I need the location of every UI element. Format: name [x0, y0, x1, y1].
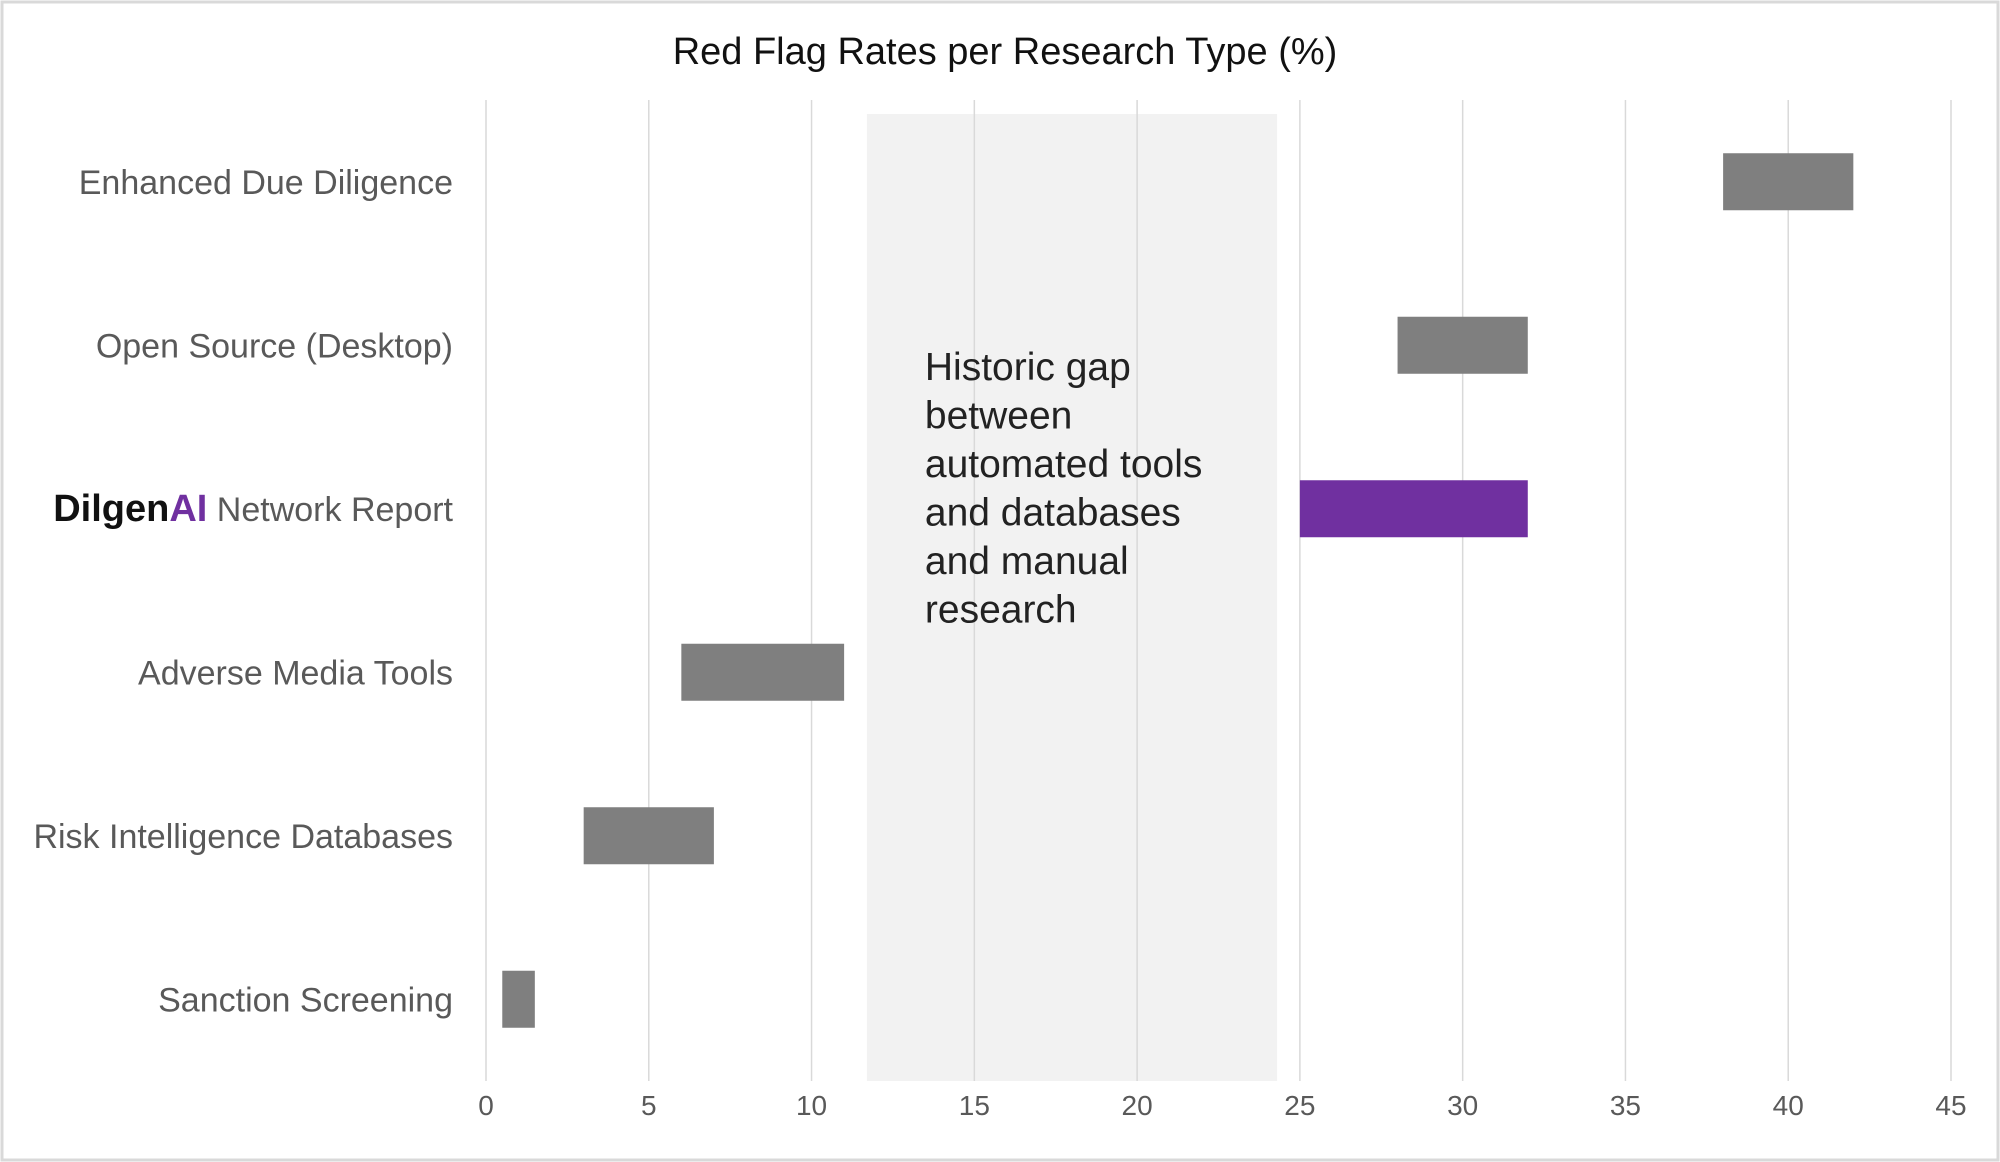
bar [1299, 480, 1528, 538]
category-label: Sanction Screening [158, 981, 453, 1019]
brand-logo-text: Dilgen [53, 488, 169, 530]
x-tick-labels: 0 5 10 15 20 25 30 35 40 45 [478, 1090, 1966, 1121]
bar [1723, 153, 1854, 211]
annotation-line: research [925, 589, 1077, 632]
category-label: Open Source (Desktop) [96, 327, 453, 365]
x-tick-label: 5 [641, 1090, 657, 1121]
x-tick-label: 35 [1610, 1090, 1641, 1121]
annotation-line: between [925, 395, 1072, 438]
chart-title: Red Flag Rates per Research Type (%) [673, 31, 1338, 73]
annotation-line: Historic gap [925, 346, 1131, 389]
bar [583, 807, 714, 865]
x-tick-label: 30 [1447, 1090, 1478, 1121]
annotation-line: and databases [925, 492, 1181, 535]
annotation-line: automated tools [925, 443, 1203, 486]
category-label: Enhanced Due Diligence [79, 164, 453, 202]
bar [502, 970, 535, 1028]
bars [502, 153, 1854, 1028]
category-label-text: Network Report [207, 491, 453, 529]
category-label: Risk Intelligence Databases [33, 818, 453, 856]
x-tick-label: 15 [959, 1090, 990, 1121]
x-tick-label: 20 [1122, 1090, 1153, 1121]
gap-band [866, 114, 1278, 1081]
x-tick-label: 40 [1773, 1090, 1804, 1121]
gap-band-layer [866, 114, 1278, 1081]
x-tick-label: 45 [1935, 1090, 1966, 1121]
category-label: Adverse Media Tools [138, 654, 453, 692]
annotation: Historic gap between automated tools and da… [925, 346, 1203, 632]
gridlines [485, 100, 1952, 1081]
category-labels: Enhanced Due Diligence Open Source (Deskt… [33, 164, 453, 1020]
x-tick-label: 0 [478, 1090, 494, 1121]
annotation-line: and manual [925, 540, 1129, 583]
bar [681, 643, 845, 701]
x-tick-label: 10 [796, 1090, 827, 1121]
brand-logo-accent: AI [169, 488, 207, 530]
category-label: DilgenAI Network Report [53, 488, 453, 530]
x-tick-label: 25 [1284, 1090, 1315, 1121]
bar [1397, 316, 1528, 374]
